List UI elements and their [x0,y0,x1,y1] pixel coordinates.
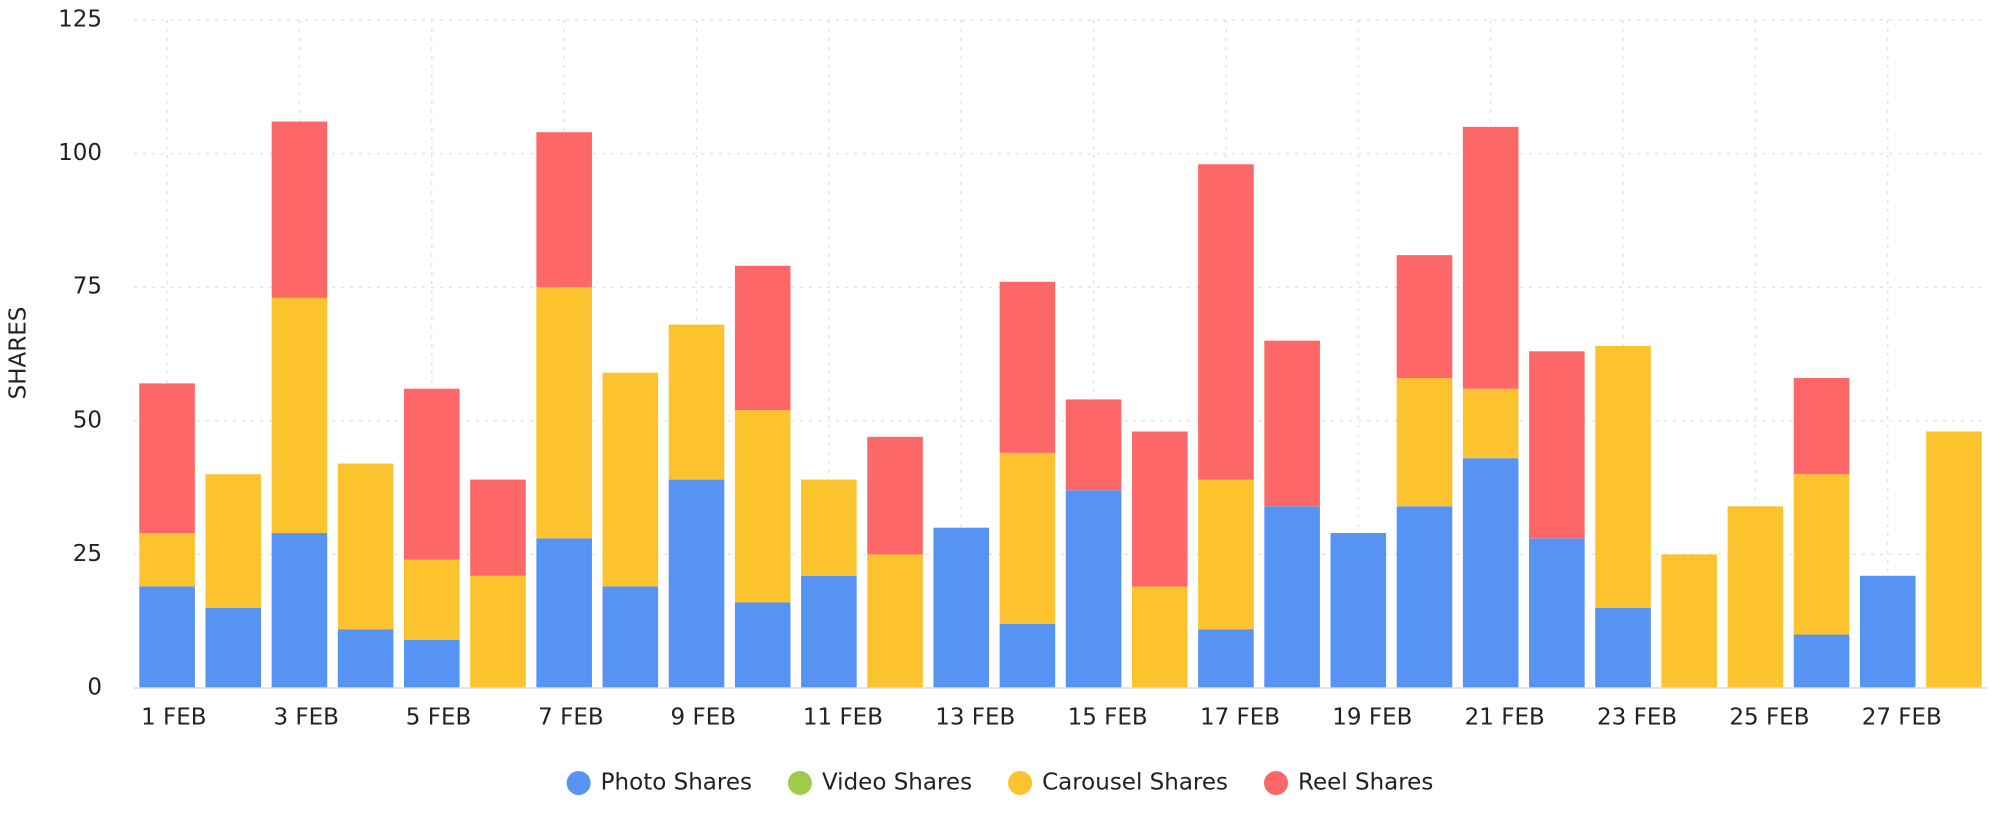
y-tick-label: 125 [58,7,102,33]
bar-segment [999,452,1056,624]
x-tick-label: 5 FEB [406,705,472,731]
bar-segment [404,388,460,560]
x-tick-label: 13 FEB [935,705,1015,731]
bar-segment [536,287,592,539]
bar-segment [734,602,791,688]
bar-segment [404,639,460,688]
bar-segment [999,281,1056,453]
bar-segment [1595,345,1651,608]
bar-segment [1529,351,1585,539]
bar-segment [1529,538,1585,688]
bar-segment [1131,431,1188,587]
bar-segment [139,586,195,688]
bar-segment [668,479,725,688]
bar-segment [1926,431,1982,688]
x-tick-label: 3 FEB [273,705,339,731]
bar-segment [271,121,328,298]
bar-segment [1264,506,1320,688]
bar-segment [933,527,990,688]
x-tick-label: 27 FEB [1862,705,1942,731]
bar-segment [668,324,725,480]
bar-segment [470,479,526,576]
bar-segment [337,629,394,688]
x-tick-label: 1 FEB [141,705,207,731]
bar-segment [1198,479,1254,630]
legend-marker [787,771,812,795]
bar-segment [205,474,262,608]
bar-segment [1661,554,1717,688]
bar-segment [999,623,1056,688]
x-tick-label: 19 FEB [1332,705,1412,731]
bar-segment [1396,506,1453,688]
bar-segment [139,383,195,534]
bar-segment [867,436,923,555]
bar-segment [1462,388,1519,459]
legend-marker [1008,771,1033,795]
bar-segment [1131,586,1188,688]
bar-segment [271,533,328,688]
y-axis-label: SHARES [6,307,32,400]
y-tick-label: 100 [58,140,102,166]
bar-segment [602,586,659,688]
x-tick-label: 11 FEB [803,705,883,731]
x-tick-label: 17 FEB [1200,705,1280,731]
x-tick-label: 25 FEB [1729,705,1809,731]
bar-segment [1330,533,1387,688]
x-tick-label: 21 FEB [1465,705,1545,731]
bar-segment [404,559,460,640]
legend-label: Video Shares [822,770,972,796]
bar-segment [1264,340,1320,507]
y-tick-label: 25 [73,541,102,567]
bar-segment [271,297,328,534]
bar-segment [734,265,791,411]
bar-segment [1793,378,1850,475]
bar-segment [1065,399,1122,491]
x-tick-label: 15 FEB [1068,705,1148,731]
bar-segment [1595,607,1651,688]
bar-segment [536,132,592,288]
bar-segment [470,575,526,688]
y-tick-label: 75 [73,274,102,300]
bar-segment [139,533,195,587]
legend-label: Carousel Shares [1042,770,1228,796]
x-tick-label: 23 FEB [1597,705,1677,731]
bar-segment [1396,378,1453,507]
bar-segment [801,575,857,688]
bar-segment [1198,629,1254,688]
bar-segment [602,372,659,587]
bar-segment [1462,126,1519,389]
x-tick-label: 9 FEB [671,705,737,731]
bar-segment [867,554,923,688]
bar-segment [1793,474,1850,635]
bar-segment [1396,255,1453,379]
bar-segment [536,538,592,688]
bar-segment [801,479,857,576]
legend-label: Photo Shares [601,770,752,796]
y-tick-label: 50 [73,407,102,433]
bar-segment [734,410,791,603]
bar-segment [1859,575,1916,688]
legend-marker [1264,771,1289,795]
bar-segment [1462,458,1519,688]
x-tick-label: 7 FEB [538,705,604,731]
legend-marker [566,771,591,795]
bar-segment [1198,164,1254,480]
bar-segment [1065,490,1122,688]
bar-segment [1727,506,1784,688]
bar-segment [205,607,262,688]
bar-segment [1793,634,1850,688]
y-tick-label: 0 [87,675,102,701]
legend-label: Reel Shares [1298,770,1433,796]
bar-segment [337,463,394,630]
